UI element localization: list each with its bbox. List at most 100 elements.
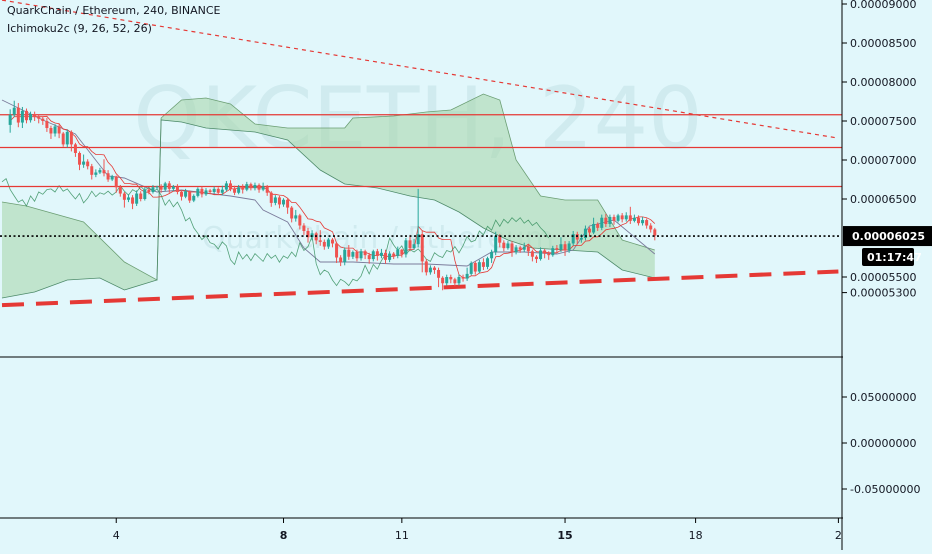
candle-up [12, 107, 16, 115]
y-tick-label: 0.00007000 [850, 154, 916, 167]
candle-down [645, 220, 649, 226]
candle-up [490, 252, 494, 259]
candle-down [16, 107, 20, 123]
candle-down [461, 277, 465, 279]
candle-up [567, 243, 571, 251]
candle-down [286, 199, 290, 208]
candle-down [41, 118, 45, 121]
candle-down [649, 225, 653, 230]
candle-up [196, 188, 200, 196]
tenkan-line [9, 115, 656, 279]
candle-up [579, 238, 583, 240]
candle-up [212, 188, 216, 192]
candle-up [506, 243, 510, 249]
last-price-value: 0.00006025 [852, 230, 925, 243]
candle-up [192, 195, 196, 201]
candle-down [45, 121, 49, 129]
candle-down [122, 193, 126, 200]
candle-down [33, 113, 37, 118]
candle-up [396, 249, 400, 256]
y-tick-label: 0.00009000 [850, 0, 916, 11]
candle-up [53, 126, 57, 134]
y-tick-label: 0.00008500 [850, 37, 916, 50]
candle-down [408, 240, 412, 249]
candle-up [343, 249, 347, 263]
candle-up [428, 267, 432, 273]
candle-down [298, 215, 302, 226]
candle-up [220, 189, 224, 193]
candle-up [98, 170, 102, 173]
candle-down [139, 193, 143, 199]
candle-down [114, 176, 118, 188]
candle-up [151, 187, 155, 192]
candle-down [555, 248, 559, 250]
y-tick-label: 0.00005300 [850, 287, 916, 300]
ichimoku-cloud [2, 94, 655, 298]
candle-up [551, 248, 555, 256]
symbol-title[interactable]: QuarkChain / Ethereum, 240, BINANCE [7, 4, 221, 17]
candle-down [653, 229, 657, 236]
candle-down [543, 250, 547, 254]
y-tick-label: 0.00005500 [850, 271, 916, 284]
descending-trendline [1, 0, 839, 139]
candle-down [563, 244, 567, 251]
candle-up [641, 220, 645, 224]
candle-down [375, 251, 379, 256]
candle-down [612, 216, 616, 221]
candle-up [486, 258, 490, 267]
candle-up [273, 197, 277, 203]
candle-up [404, 240, 408, 255]
candle-up [282, 199, 286, 205]
candle-down [547, 253, 551, 256]
candle-down [147, 189, 151, 192]
candle-up [253, 184, 257, 189]
candle-up [294, 215, 298, 219]
candle-down [249, 184, 253, 189]
candle-down [339, 257, 343, 263]
x-tick-label: 4 [113, 529, 120, 542]
candle-down [69, 131, 73, 145]
candle-down [588, 228, 592, 233]
candle-up [632, 217, 636, 221]
candle-down [118, 187, 122, 194]
candle-down [78, 152, 82, 165]
candle-up [204, 190, 208, 195]
indicator-legend[interactable]: Ichimoku2c (9, 26, 52, 26) [7, 22, 152, 35]
candle-down [73, 144, 77, 153]
candle-up [514, 247, 518, 253]
candle-up [184, 191, 188, 197]
candle-down [188, 191, 192, 201]
candle-down [290, 207, 294, 219]
candle-up [20, 110, 24, 123]
candle-down [167, 183, 171, 189]
candle-down [596, 223, 600, 228]
candle-down [24, 110, 28, 121]
candle-down [57, 126, 61, 134]
candles [8, 100, 657, 291]
candle-down [330, 239, 334, 244]
candle-up [155, 186, 159, 188]
candle-up [261, 186, 265, 190]
candle-down [432, 267, 436, 270]
candle-up [359, 251, 363, 259]
chikou-line [1, 178, 550, 287]
candle-up [469, 262, 473, 274]
candle-down [241, 187, 245, 190]
candle-down [61, 133, 65, 145]
candle-up [624, 215, 628, 220]
osc-y-tick-label: 0.00000000 [850, 437, 916, 450]
candle-up [457, 277, 461, 284]
candle-up [110, 176, 114, 180]
candle-up [559, 244, 563, 250]
candle-up [224, 183, 228, 190]
candle-up [245, 184, 249, 190]
candle-up [171, 186, 175, 189]
candle-up [477, 262, 481, 272]
candle-down [449, 277, 453, 280]
ascending-support-trendline [1, 269, 839, 308]
candle-up [388, 253, 392, 260]
candle-down [269, 192, 273, 203]
candle-down [628, 215, 632, 221]
